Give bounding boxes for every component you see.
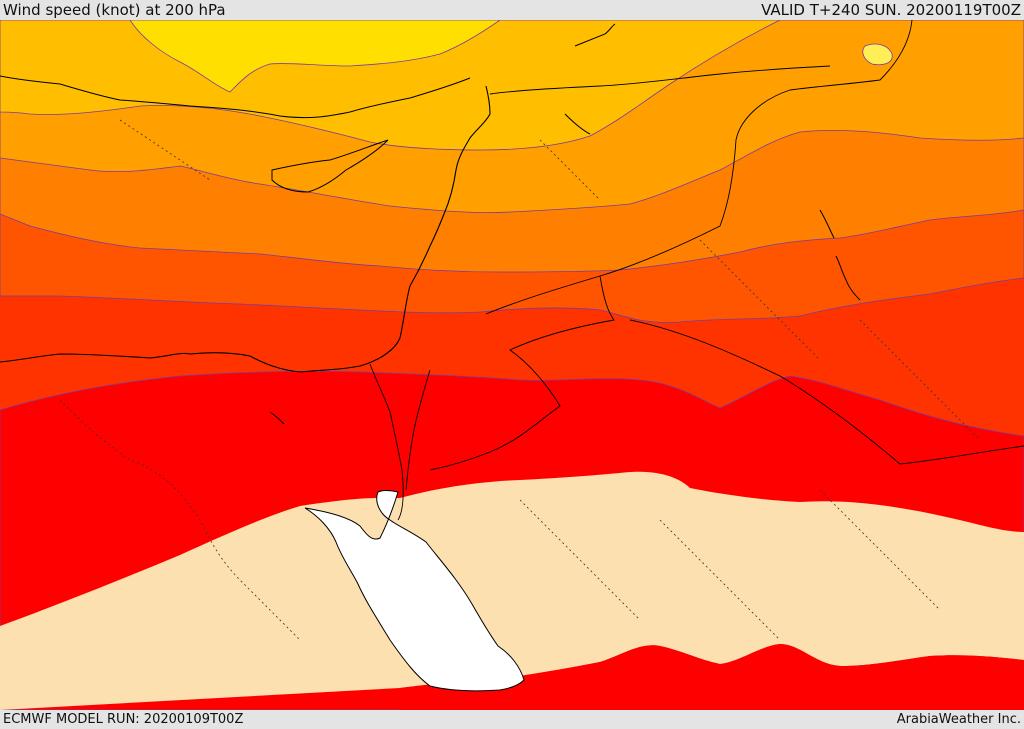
map-canvas — [0, 20, 1024, 710]
wind-speed-map — [0, 20, 1024, 710]
turkey-coastline — [0, 75, 471, 119]
nile-delta — [269, 411, 285, 425]
band-low-yellow — [129, 20, 501, 93]
red-sea — [304, 490, 525, 692]
band-red-south — [400, 644, 1024, 710]
northern-shore — [564, 23, 616, 135]
band-max-wind — [0, 471, 1024, 710]
country-borders — [369, 20, 1024, 521]
cyprus-island — [271, 139, 389, 193]
band-lightest-yellow — [862, 43, 893, 66]
credit: ArabiaWeather Inc. — [896, 712, 1021, 727]
valid-time: VALID T+240 SUN. 20200119T00Z — [761, 1, 1021, 19]
model-run: ECMWF MODEL RUN: 20200109T00Z — [3, 712, 244, 727]
eastern-coastline — [819, 209, 861, 301]
internal-boundaries — [59, 119, 981, 641]
map-title: Wind speed (knot) at 200 hPa — [3, 1, 226, 19]
mediterranean-coastline — [0, 85, 491, 373]
map-footer: ECMWF MODEL RUN: 20200109T00Z ArabiaWeat… — [0, 710, 1024, 729]
map-header: Wind speed (knot) at 200 hPa VALID T+240… — [0, 0, 1024, 20]
